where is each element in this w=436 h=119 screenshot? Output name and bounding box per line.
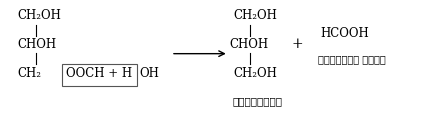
Text: HCOOH: HCOOH <box>320 27 369 40</box>
Text: CHOH: CHOH <box>229 38 269 51</box>
Text: CH₂: CH₂ <box>17 67 41 80</box>
Text: CH₂OH: CH₂OH <box>233 67 277 80</box>
Text: ग्लिसरॉल: ग्लिसरॉल <box>233 97 283 107</box>
Text: CH₂OH: CH₂OH <box>233 9 277 22</box>
Text: OOCH + H: OOCH + H <box>66 67 132 80</box>
FancyBboxPatch shape <box>62 64 137 86</box>
Text: OH: OH <box>140 67 159 80</box>
Text: CHOH: CHOH <box>17 38 56 51</box>
Text: फॉर्मिक अम्ल: फॉर्मिक अम्ल <box>318 55 386 64</box>
Text: CH₂OH: CH₂OH <box>17 9 61 22</box>
Text: +: + <box>291 37 303 51</box>
